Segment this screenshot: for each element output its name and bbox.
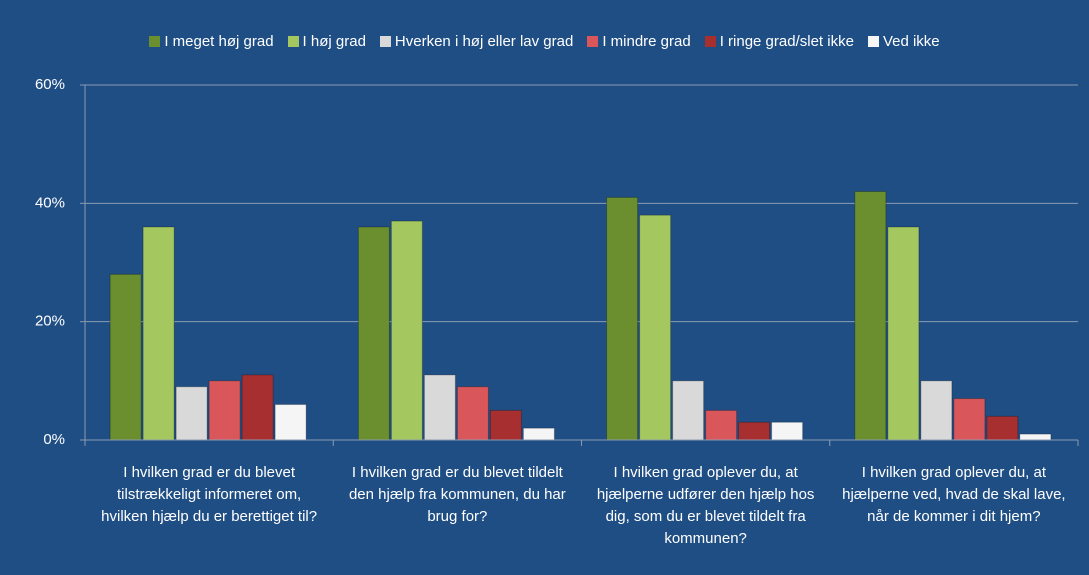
bar (639, 214, 672, 441)
bar (142, 226, 175, 441)
bar (241, 374, 274, 441)
y-tick-label: 40% (35, 194, 65, 211)
legend: I meget høj grad I høj grad Hverken i høj … (0, 33, 1089, 50)
bar (771, 421, 804, 441)
legend-swatch (704, 36, 716, 47)
bar (854, 191, 887, 441)
x-tick-label: I hvilken grad oplever du, at hjælperne … (596, 464, 815, 547)
bar (208, 380, 241, 441)
bar (274, 404, 307, 441)
legend-label: I meget høj grad (164, 33, 274, 50)
y-tick-label: 20% (35, 313, 65, 330)
legend-label: I høj grad (302, 33, 366, 50)
bar (672, 380, 705, 441)
legend-item: I meget høj grad (149, 33, 274, 50)
legend-swatch (587, 36, 599, 47)
legend-swatch (287, 36, 299, 47)
bar (887, 226, 920, 441)
bar (1019, 433, 1052, 441)
x-tick-label: I hvilken grad er du blevet tildelt den … (348, 464, 566, 525)
legend-item: I mindre grad (587, 33, 691, 50)
bar (738, 421, 771, 441)
legend-swatch (867, 36, 879, 47)
legend-label: Ved ikke (882, 33, 940, 50)
bar (953, 398, 986, 441)
legend-label: I ringe grad/slet ikke (719, 33, 854, 50)
legend-swatch (149, 36, 161, 47)
bar (423, 374, 456, 441)
x-tick-label: I hvilken grad er du blevet tilstrækkeli… (101, 464, 318, 525)
legend-item: I høj grad (287, 33, 366, 50)
legend-item: Hverken i høj eller lav grad (379, 33, 574, 50)
bar (489, 409, 522, 441)
y-tick-label: 60% (35, 76, 65, 93)
bar (390, 220, 423, 441)
legend-swatch (379, 36, 391, 47)
bar (920, 380, 953, 441)
bar (456, 386, 489, 441)
bar (175, 386, 208, 441)
bar (606, 196, 639, 441)
legend-item: I ringe grad/slet ikke (704, 33, 854, 50)
y-tick-label: 0% (43, 431, 65, 448)
x-tick-label: I hvilken grad oplever du, at hjælperne … (842, 464, 1066, 525)
legend-label: I mindre grad (602, 33, 691, 50)
bar (109, 273, 142, 441)
legend-label: Hverken i høj eller lav grad (394, 33, 574, 50)
legend-item: Ved ikke (867, 33, 940, 50)
bar (522, 427, 555, 441)
bar (705, 409, 738, 441)
bar (986, 415, 1019, 441)
bar (357, 226, 390, 441)
